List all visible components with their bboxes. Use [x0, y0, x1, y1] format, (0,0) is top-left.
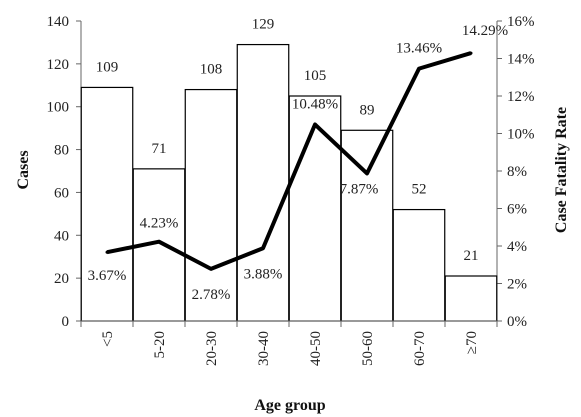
right-axis-tick-label: 4% [507, 239, 527, 255]
bar-labels: 109 71 108 129 105 89 52 21 [96, 17, 479, 264]
bar-value-label: 71 [152, 141, 167, 157]
right-axis-tick-label: 0% [507, 314, 527, 330]
right-axis: 0% 2% 4% 6% 8% 10% 12% 14% 16% [496, 14, 535, 330]
line-value-label: 10.48% [292, 97, 338, 113]
x-axis: <5 5-20 20-30 30-40 40-50 50-60 60-70 ≥70 [80, 320, 498, 366]
line-value-label: 14.29% [462, 23, 508, 39]
left-axis-tick-label: 120 [47, 57, 70, 73]
right-axis-tick-label: 8% [507, 164, 527, 180]
line-value-label: 4.23% [140, 216, 179, 232]
x-axis-category-label: 5-20 [152, 331, 168, 359]
right-axis-tick-label: 10% [507, 127, 535, 143]
bar [236, 43, 290, 322]
bar [288, 95, 342, 322]
x-axis-category-label: 40-50 [308, 331, 324, 366]
line-point [469, 51, 473, 55]
right-axis-tick-label: 16% [507, 14, 535, 30]
line-point [365, 171, 369, 175]
line-value-label: 7.87% [340, 181, 379, 197]
bar-value-label: 52 [412, 182, 427, 198]
line-labels: 3.67% 4.23% 2.78% 3.88% 10.48% 7.87% 13.46% 14.… [88, 23, 509, 303]
left-axis-tick-label: 40 [54, 228, 69, 244]
line-point [105, 250, 109, 254]
bar [392, 208, 446, 322]
bar-value-label: 105 [304, 68, 327, 84]
bar [80, 86, 134, 322]
line-value-label: 3.88% [244, 266, 283, 282]
left-axis-tick-label: 100 [47, 100, 70, 116]
left-axis: 0 20 40 60 80 100 120 140 [47, 14, 82, 330]
left-axis-tick-label: 80 [54, 143, 69, 159]
case-fatality-rate-line [106, 51, 472, 271]
right-axis-tick-label: 14% [507, 52, 535, 68]
line-value-label: 2.78% [192, 287, 231, 303]
left-axis-tick-label: 0 [62, 314, 70, 330]
bar-value-label: 109 [96, 59, 119, 75]
right-axis-tick-label: 12% [507, 89, 535, 105]
bar-value-label: 108 [200, 62, 223, 78]
y2-axis-title: Case Fatality Rate [553, 107, 570, 233]
x-axis-title: Age group [254, 397, 325, 414]
bar [184, 88, 238, 322]
line-series [105, 51, 473, 271]
line-point [209, 267, 213, 271]
x-axis-category-label: 30-40 [256, 331, 272, 366]
y-axis-title: Cases [15, 150, 32, 189]
line-value-label: 13.46% [396, 41, 442, 57]
bar-value-label: 21 [464, 248, 479, 264]
line-value-label: 3.67% [88, 268, 127, 284]
bar-value-label: 89 [360, 102, 375, 118]
left-axis-tick-label: 140 [47, 14, 70, 30]
x-axis-category-label: 50-60 [360, 331, 376, 366]
line-point [261, 246, 265, 250]
line-point [157, 240, 161, 244]
line-point [417, 67, 421, 71]
right-axis-tick-label: 6% [507, 202, 527, 218]
x-axis-category-label: <5 [100, 331, 116, 347]
left-axis-tick-label: 20 [54, 271, 69, 287]
bar-series [80, 43, 498, 322]
line-point [313, 123, 317, 126]
bar [444, 275, 498, 322]
right-axis-tick-label: 2% [507, 277, 527, 293]
x-axis-category-label: ≥70 [464, 331, 480, 354]
x-axis-category-label: 60-70 [412, 331, 428, 366]
x-axis-category-label: 20-30 [204, 331, 220, 366]
bar-value-label: 129 [252, 17, 275, 33]
left-axis-tick-label: 60 [54, 185, 69, 201]
